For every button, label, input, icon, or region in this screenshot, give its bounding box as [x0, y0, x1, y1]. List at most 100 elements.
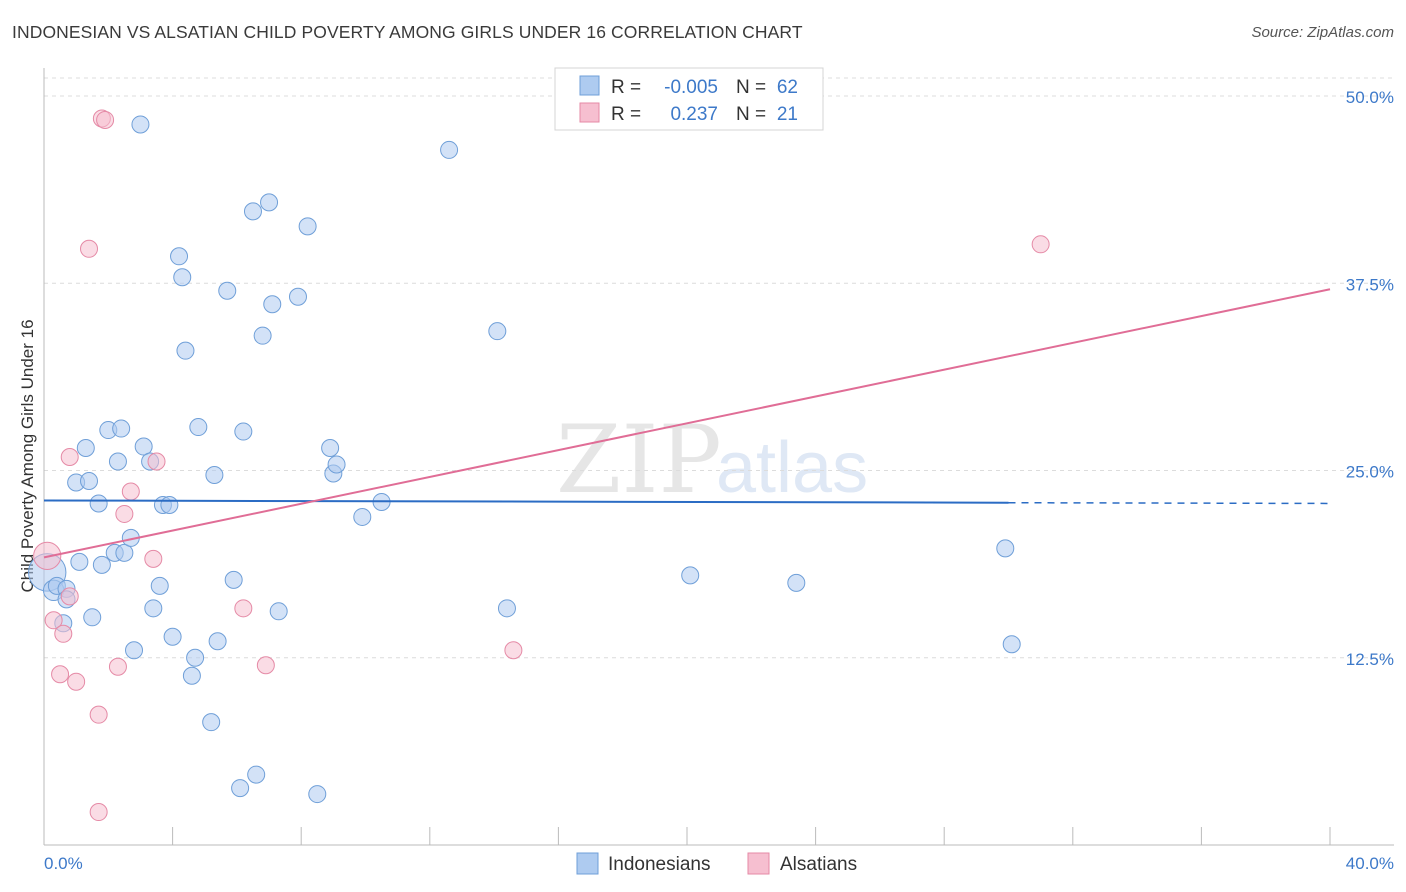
alsatians-point	[144, 549, 163, 568]
indonesians-point	[80, 471, 99, 490]
indonesians-point	[218, 281, 237, 300]
legend-r-label-indonesians: R =	[611, 77, 641, 98]
indonesians-point	[108, 452, 127, 471]
indonesians-point	[134, 437, 153, 456]
indonesians-point	[787, 573, 806, 592]
indonesians-point	[488, 322, 507, 341]
legend-n-value-alsatians: 21	[777, 104, 798, 125]
alsatians-point	[96, 110, 115, 129]
series-indonesians-points	[28, 115, 1021, 804]
x-axis-ticks	[43, 827, 1331, 845]
indonesians-point	[308, 785, 327, 804]
alsatians-point	[108, 657, 127, 676]
indonesians-point	[260, 193, 279, 212]
alsatians-point	[80, 239, 99, 258]
alsatians-point	[89, 705, 108, 724]
y-tick-label: 50.0%	[1346, 88, 1394, 107]
indonesians-point	[70, 552, 89, 571]
bottom-legend-label-indonesians: Indonesians	[608, 854, 710, 875]
x-tick-label-min: 0.0%	[44, 854, 83, 873]
legend-n-label-alsatians: N =	[736, 104, 766, 125]
alsatians-point	[44, 611, 63, 630]
alsatians-point	[67, 672, 86, 691]
indonesians-point	[76, 439, 95, 458]
legend-r-value-alsatians: 0.237	[670, 104, 718, 125]
grid-lines	[44, 77, 1394, 659]
indonesians-point	[144, 599, 163, 618]
indonesians-point	[327, 455, 346, 474]
bottom-legend-swatch-indonesians	[576, 852, 599, 875]
indonesians-point	[353, 507, 372, 526]
legend-r-label-alsatians: R =	[611, 104, 641, 125]
alsatians-point	[89, 803, 108, 822]
indonesians-point	[234, 422, 253, 441]
indonesians-point	[89, 494, 108, 513]
indonesians-point	[224, 570, 243, 589]
legend-r-value-indonesians: -0.005	[664, 77, 718, 98]
x-tick-label-max: 40.0%	[1346, 854, 1394, 873]
indonesians-point	[170, 247, 189, 266]
alsatians-point	[256, 656, 275, 675]
chart-title: INDONESIAN VS ALSATIAN CHILD POVERTY AMO…	[12, 22, 803, 42]
indonesians-point	[205, 465, 224, 484]
indonesians-point	[996, 539, 1015, 558]
legend-n-value-indonesians: 62	[777, 77, 798, 98]
indonesians-point	[202, 713, 221, 732]
alsatians-point	[54, 624, 73, 643]
watermark: ZIP atlas	[556, 406, 868, 515]
series-alsatians-points	[33, 109, 1050, 822]
trend-line-indonesians	[43, 499, 1009, 504]
indonesians-point	[497, 599, 516, 618]
indonesians-point	[160, 495, 179, 514]
y-axis-label: Child Poverty Among Girls Under 16	[18, 319, 37, 592]
indonesians-point	[150, 576, 169, 595]
indonesians-point	[92, 555, 111, 574]
series-legend: Indonesians Alsatians	[576, 852, 857, 875]
indonesians-point	[173, 268, 192, 287]
alsatians-point	[504, 641, 523, 660]
trend-line-indonesians-extension	[1008, 501, 1331, 505]
trend-lines	[43, 288, 1331, 559]
indonesians-point	[125, 641, 144, 660]
indonesians-point	[263, 295, 282, 314]
trend-line-alsatians	[43, 288, 1331, 559]
indonesians-point	[131, 115, 150, 134]
alsatians-point	[115, 504, 134, 523]
legend-swatch-alsatians	[579, 102, 600, 123]
y-tick-labels: 12.5% 25.0% 37.5% 50.0%	[1346, 88, 1394, 669]
indonesians-point	[163, 627, 182, 646]
indonesians-point	[681, 566, 700, 585]
indonesians-point	[269, 602, 288, 621]
indonesians-point	[231, 779, 250, 798]
indonesians-point	[247, 765, 266, 784]
indonesians-point	[83, 608, 102, 627]
indonesians-point	[1002, 635, 1021, 654]
indonesians-point	[288, 287, 307, 306]
alsatians-point	[51, 665, 70, 684]
indonesians-point	[182, 666, 201, 685]
alsatians-point	[60, 587, 79, 606]
indonesians-point	[189, 418, 208, 437]
alsatians-point	[147, 452, 166, 471]
bottom-legend-label-alsatians: Alsatians	[780, 854, 857, 875]
correlation-legend: R = -0.005 N = 62 R = 0.237 N = 21	[554, 67, 824, 131]
source-credit: Source: ZipAtlas.com	[1251, 24, 1394, 41]
indonesians-point	[298, 217, 317, 236]
indonesians-point	[186, 648, 205, 667]
y-tick-label: 12.5%	[1346, 650, 1394, 669]
indonesians-point	[440, 140, 459, 159]
alsatians-point	[60, 448, 79, 467]
indonesians-point	[115, 543, 134, 562]
indonesians-point	[321, 439, 340, 458]
indonesians-point	[253, 326, 272, 345]
bottom-legend-swatch-alsatians	[747, 852, 770, 875]
legend-swatch-indonesians	[579, 75, 600, 96]
alsatians-point	[234, 599, 253, 618]
alsatians-point	[121, 482, 140, 501]
y-tick-label: 25.0%	[1346, 463, 1394, 482]
legend-box	[554, 67, 824, 131]
indonesians-point	[112, 419, 131, 438]
alsatians-point	[1031, 235, 1050, 254]
indonesians-point	[208, 632, 227, 651]
watermark-zip: ZIP	[556, 406, 722, 515]
